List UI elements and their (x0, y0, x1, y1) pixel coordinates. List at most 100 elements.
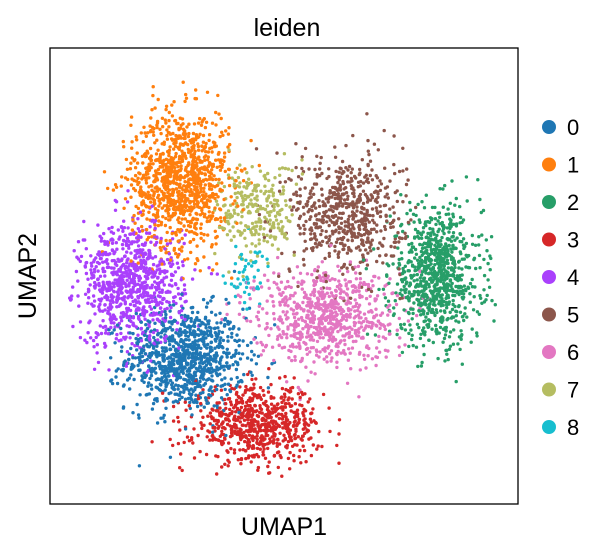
scatter-point-cluster-5 (325, 220, 329, 224)
scatter-point-cluster-5 (314, 213, 318, 217)
scatter-point-cluster-1 (187, 131, 191, 136)
scatter-point-cluster-0 (194, 393, 198, 397)
scatter-point-cluster-4 (132, 282, 137, 286)
scatter-point-cluster-5 (324, 279, 328, 284)
scatter-point-cluster-4 (146, 297, 150, 302)
scatter-point-cluster-5 (376, 148, 380, 152)
scatter-point-cluster-1 (207, 184, 212, 188)
scatter-point-cluster-0 (189, 387, 193, 391)
scatter-point-cluster-3 (328, 429, 332, 434)
scatter-point-cluster-2 (419, 313, 423, 317)
scatter-point-cluster-1 (187, 122, 191, 126)
scatter-point-cluster-6 (358, 310, 362, 314)
scatter-point-cluster-1 (153, 223, 157, 227)
scatter-point-cluster-0 (200, 370, 204, 374)
scatter-point-cluster-5 (358, 271, 362, 276)
scatter-point-cluster-2 (419, 273, 424, 277)
scatter-point-cluster-0 (204, 305, 209, 309)
scatter-point-cluster-6 (317, 302, 322, 307)
scatter-point-cluster-6 (297, 341, 301, 345)
scatter-point-cluster-0 (215, 336, 219, 340)
scatter-point-cluster-4 (157, 263, 161, 267)
scatter-point-cluster-4 (106, 306, 111, 310)
scatter-point-cluster-3 (206, 414, 210, 418)
scatter-point-cluster-7 (233, 211, 237, 215)
scatter-point-cluster-2 (410, 333, 414, 337)
scatter-point-cluster-3 (258, 406, 263, 410)
scatter-point-cluster-1 (182, 195, 186, 199)
scatter-point-cluster-3 (220, 429, 224, 434)
scatter-point-cluster-4 (110, 237, 114, 241)
scatter-point-cluster-5 (336, 180, 340, 185)
scatter-point-cluster-5 (340, 192, 344, 196)
scatter-point-cluster-0 (164, 406, 168, 410)
scatter-point-cluster-0 (183, 427, 188, 431)
scatter-point-cluster-6 (354, 277, 359, 281)
scatter-point-cluster-1 (188, 150, 192, 154)
scatter-point-cluster-6 (329, 321, 334, 326)
scatter-point-cluster-4 (101, 319, 105, 323)
scatter-point-cluster-0 (109, 379, 113, 383)
scatter-point-cluster-0 (250, 349, 254, 354)
scatter-point-cluster-8 (223, 281, 227, 285)
scatter-point-cluster-1 (188, 193, 192, 198)
scatter-point-cluster-3 (247, 409, 251, 413)
scatter-point-cluster-5 (328, 218, 332, 222)
scatter-point-cluster-5 (319, 155, 323, 160)
scatter-point-cluster-0 (212, 404, 216, 408)
scatter-point-cluster-3 (269, 402, 274, 406)
scatter-point-cluster-0 (214, 371, 219, 376)
scatter-point-cluster-1 (203, 125, 208, 130)
scatter-point-cluster-4 (130, 342, 134, 346)
scatter-point-cluster-0 (181, 353, 185, 357)
scatter-point-cluster-0 (120, 345, 124, 349)
scatter-point-cluster-1 (149, 116, 153, 120)
scatter-point-cluster-5 (315, 276, 319, 280)
scatter-point-cluster-6 (342, 325, 346, 330)
scatter-point-cluster-3 (258, 447, 262, 451)
scatter-point-cluster-4 (94, 265, 98, 269)
scatter-point-cluster-5 (327, 251, 331, 256)
scatter-point-cluster-2 (416, 284, 421, 288)
scatter-point-cluster-2 (480, 301, 484, 305)
scatter-point-cluster-1 (201, 179, 205, 183)
scatter-point-cluster-8 (250, 264, 254, 268)
scatter-point-cluster-4 (136, 244, 141, 248)
scatter-point-cluster-1 (172, 213, 177, 217)
scatter-point-cluster-7 (239, 221, 243, 225)
scatter-point-cluster-5 (327, 238, 331, 243)
scatter-point-cluster-0 (186, 396, 191, 401)
scatter-point-cluster-5 (343, 243, 347, 247)
scatter-point-cluster-3 (214, 454, 218, 458)
scatter-point-cluster-2 (372, 247, 376, 251)
scatter-point-cluster-3 (244, 456, 248, 461)
scatter-point-cluster-5 (404, 235, 408, 239)
scatter-point-cluster-4 (165, 306, 169, 311)
scatter-point-cluster-4 (124, 284, 128, 288)
scatter-point-cluster-2 (459, 329, 463, 333)
scatter-point-cluster-5 (288, 198, 292, 202)
scatter-point-cluster-5 (280, 251, 284, 256)
scatter-point-cluster-1 (178, 156, 182, 160)
scatter-point-cluster-4 (159, 258, 164, 262)
scatter-point-cluster-2 (424, 193, 428, 197)
scatter-point-cluster-1 (202, 232, 206, 237)
scatter-point-cluster-0 (189, 319, 193, 323)
scatter-point-cluster-0 (121, 406, 126, 410)
scatter-point-cluster-5 (346, 229, 350, 234)
scatter-point-cluster-2 (401, 229, 405, 234)
scatter-point-cluster-3 (229, 446, 233, 451)
scatter-point-cluster-6 (284, 301, 288, 305)
scatter-point-cluster-6 (260, 307, 265, 311)
scatter-point-cluster-3 (240, 436, 244, 440)
scatter-point-cluster-5 (362, 212, 367, 216)
scatter-point-cluster-2 (449, 239, 454, 243)
scatter-point-cluster-4 (152, 291, 157, 295)
scatter-point-cluster-2 (429, 233, 433, 238)
scatter-point-cluster-4 (114, 241, 119, 245)
scatter-point-cluster-6 (284, 295, 288, 299)
scatter-point-cluster-5 (328, 191, 332, 195)
scatter-point-cluster-1 (208, 187, 212, 191)
scatter-point-cluster-0 (250, 373, 254, 377)
scatter-point-cluster-1 (154, 169, 158, 174)
